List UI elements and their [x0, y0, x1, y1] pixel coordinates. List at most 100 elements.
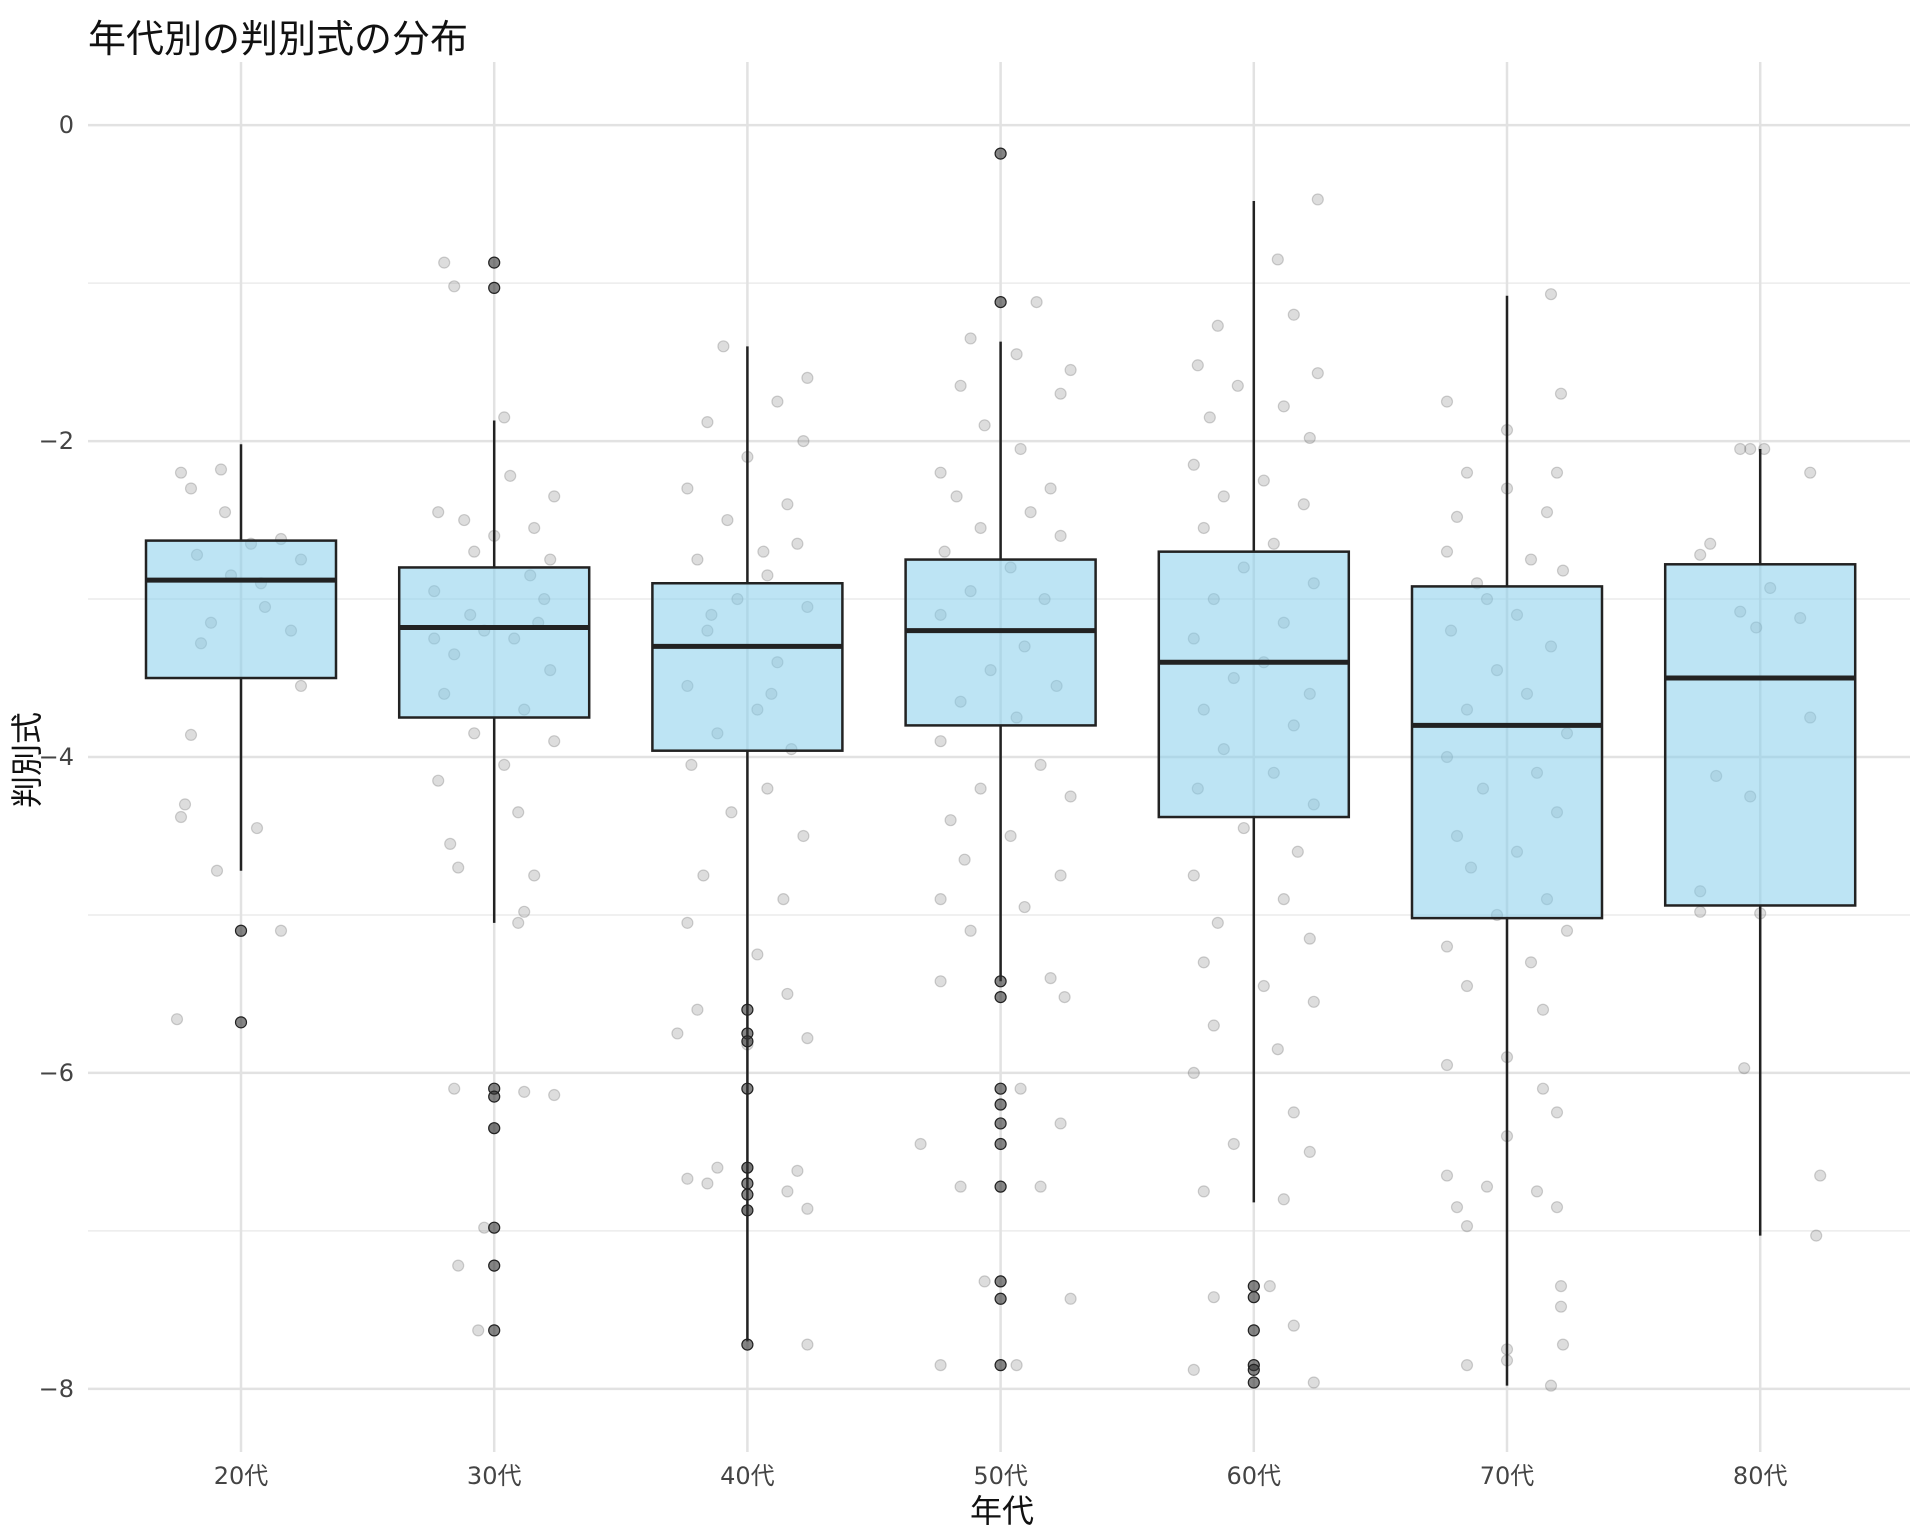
- jitter-point: [938, 545, 951, 558]
- jitter-point: [1227, 1137, 1240, 1151]
- jitter-point: [512, 806, 525, 819]
- jitter-point: [978, 1275, 991, 1288]
- outlier-point: [488, 1259, 501, 1272]
- jitter-point: [1287, 1106, 1300, 1119]
- y-tick-label: −8: [39, 1375, 74, 1403]
- jitter-point: [1058, 990, 1071, 1004]
- jitter-point: [1311, 367, 1324, 380]
- jitter-point: [721, 513, 734, 527]
- outlier-point: [741, 1003, 754, 1016]
- jitter-point: [1536, 1003, 1550, 1016]
- outlier-point: [994, 295, 1007, 309]
- jitter-point: [452, 861, 465, 874]
- jitter-point: [1034, 758, 1047, 771]
- jitter-point: [1277, 1193, 1290, 1206]
- jitter-point: [801, 1338, 814, 1351]
- jitter-point: [1450, 510, 1464, 524]
- jitter-point: [1014, 1082, 1027, 1095]
- jitter-point: [797, 829, 810, 843]
- jitter-point: [1556, 564, 1570, 577]
- jitter-point: [548, 735, 561, 748]
- jitter-point: [214, 463, 228, 476]
- outlier-point: [994, 1082, 1007, 1095]
- jitter-point: [1554, 1300, 1568, 1313]
- jitter-point: [934, 893, 947, 906]
- jitter-point: [1231, 379, 1244, 392]
- outlier-point: [1247, 1376, 1260, 1389]
- outlier-point: [741, 1035, 754, 1048]
- axis-layer: 0 −2 −4 −6 −8 20代 30代 40代 50代 60代 70代 80代: [39, 111, 1788, 1490]
- outlier-point: [488, 281, 501, 294]
- jitter-point: [250, 821, 264, 835]
- jitter-point: [1460, 1359, 1474, 1372]
- outlier-point: [741, 1177, 754, 1190]
- jitter-point: [1187, 1363, 1200, 1376]
- jitter-point: [174, 810, 188, 824]
- outlier-point: [1247, 1324, 1260, 1337]
- jitter-point: [1203, 411, 1216, 424]
- jitter-point: [1480, 1180, 1494, 1193]
- jitter-point: [1271, 1043, 1284, 1056]
- jitter-point: [685, 758, 698, 771]
- jitter-point: [1211, 916, 1224, 929]
- jitter-point: [1191, 359, 1204, 372]
- outlier-point: [1247, 1280, 1260, 1293]
- jitter-point: [274, 924, 288, 937]
- jitter-point: [1303, 932, 1316, 945]
- x-tick-label: 70代: [1480, 1462, 1535, 1490]
- jitter-point: [184, 482, 198, 495]
- x-tick-label: 30代: [467, 1462, 522, 1490]
- jitter-point: [1556, 1338, 1570, 1351]
- jitter-point: [468, 545, 481, 558]
- jitter-point: [1004, 829, 1017, 843]
- x-tick-label: 60代: [1227, 1462, 1282, 1490]
- jitter-point: [791, 1164, 804, 1177]
- jitter-point: [1044, 972, 1057, 985]
- jitter-point: [958, 853, 971, 866]
- jitter-point: [432, 506, 445, 519]
- jitter-point: [1018, 900, 1031, 914]
- jitter-point: [1211, 319, 1224, 332]
- jitter-point: [1064, 790, 1077, 803]
- jitter-point: [801, 371, 814, 385]
- y-tick-label: −4: [39, 743, 74, 771]
- jitter-point: [1536, 1082, 1550, 1095]
- jitter-point: [184, 728, 198, 741]
- jitter-point: [512, 916, 525, 929]
- jitter-point: [218, 506, 232, 519]
- jitter-point: [1738, 1062, 1751, 1075]
- jitter-point: [1044, 482, 1057, 495]
- jitter-point: [1460, 466, 1474, 479]
- jitter-point: [1287, 1319, 1300, 1332]
- outlier-point: [488, 1122, 501, 1135]
- jitter-point: [717, 340, 730, 353]
- outlier-point: [234, 924, 248, 937]
- jitter-point: [1440, 1058, 1454, 1072]
- x-tick-label: 40代: [720, 1462, 775, 1490]
- box-iqr: [1663, 563, 1857, 907]
- jitter-point: [934, 1359, 947, 1372]
- jitter-point: [1030, 295, 1043, 309]
- jitter-point: [1303, 431, 1316, 445]
- jitter-point: [944, 814, 957, 827]
- jitter-point: [548, 1088, 561, 1102]
- jitter-point: [1034, 1180, 1047, 1193]
- outlier-point: [994, 975, 1007, 988]
- jitter-point: [528, 521, 541, 535]
- outlier-point: [488, 1221, 501, 1234]
- jitter-point: [797, 434, 810, 448]
- jitter-point: [1297, 498, 1310, 511]
- jitter-point: [671, 1027, 684, 1040]
- x-tick-label: 20代: [214, 1462, 269, 1490]
- y-tick-label: −6: [39, 1059, 74, 1087]
- box-iqr: [1157, 550, 1351, 819]
- jitter-point: [974, 782, 987, 795]
- outlier-point: [741, 1161, 754, 1174]
- jitter-point: [974, 521, 987, 535]
- jitter-point: [1440, 545, 1454, 558]
- jitter-point: [1197, 956, 1210, 969]
- jitter-point: [1054, 529, 1067, 542]
- jitter-point: [914, 1137, 927, 1151]
- jitter-point: [1263, 1280, 1276, 1293]
